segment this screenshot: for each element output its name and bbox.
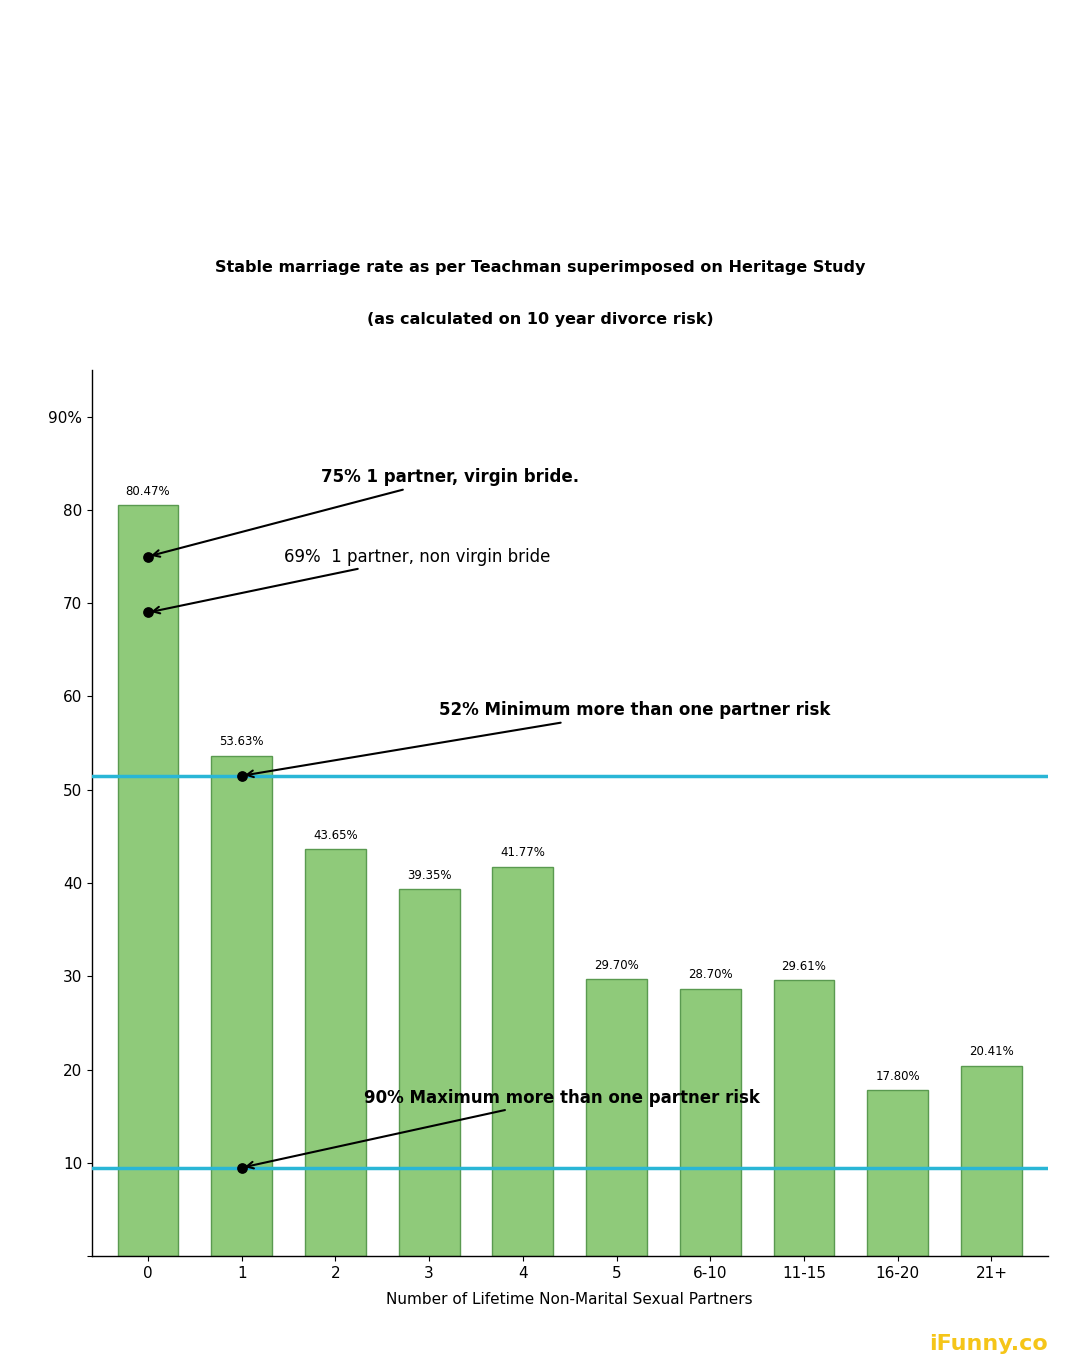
Text: Stable marriage rate as per Teachman superimposed on Heritage Study: Stable marriage rate as per Teachman sup…: [215, 260, 865, 275]
Text: 52% Minimum more than one partner risk: 52% Minimum more than one partner risk: [246, 701, 829, 777]
Text: 43.65%: 43.65%: [313, 829, 357, 841]
Text: 75% 1 partner, virgin bride.: 75% 1 partner, virgin bride.: [153, 469, 580, 556]
Bar: [586, 980, 647, 1256]
Text: 29.70%: 29.70%: [594, 959, 639, 971]
Text: 69%  1 partner, non virgin bride: 69% 1 partner, non virgin bride: [153, 548, 551, 614]
Point: [233, 1156, 251, 1178]
Text: 17.80%: 17.80%: [876, 1070, 920, 1082]
Bar: [212, 756, 272, 1256]
Text: (as calculated on 10 year divorce risk): (as calculated on 10 year divorce risk): [367, 312, 713, 327]
Bar: [961, 1066, 1022, 1256]
Text: Sex before marriage is
genuinely a bad thing: Sex before marriage is genuinely a bad t…: [24, 34, 1056, 206]
Bar: [679, 989, 741, 1256]
Bar: [399, 889, 460, 1256]
Bar: [492, 867, 553, 1256]
Text: 20.41%: 20.41%: [969, 1045, 1014, 1059]
Point: [139, 601, 157, 623]
Text: 90% Maximum more than one partner risk: 90% Maximum more than one partner risk: [246, 1089, 759, 1169]
Bar: [118, 506, 178, 1256]
Bar: [867, 1091, 928, 1256]
Point: [139, 545, 157, 567]
Text: iFunny.co: iFunny.co: [929, 1334, 1048, 1354]
Text: 80.47%: 80.47%: [125, 485, 171, 499]
Text: 53.63%: 53.63%: [219, 736, 264, 748]
Point: [233, 764, 251, 786]
Text: 29.61%: 29.61%: [782, 959, 826, 973]
Bar: [773, 980, 835, 1256]
X-axis label: Number of Lifetime Non-Marital Sexual Partners: Number of Lifetime Non-Marital Sexual Pa…: [387, 1292, 753, 1307]
Text: 39.35%: 39.35%: [407, 869, 451, 882]
Text: 41.77%: 41.77%: [500, 847, 545, 859]
Text: 28.70%: 28.70%: [688, 969, 732, 981]
Bar: [305, 849, 366, 1256]
